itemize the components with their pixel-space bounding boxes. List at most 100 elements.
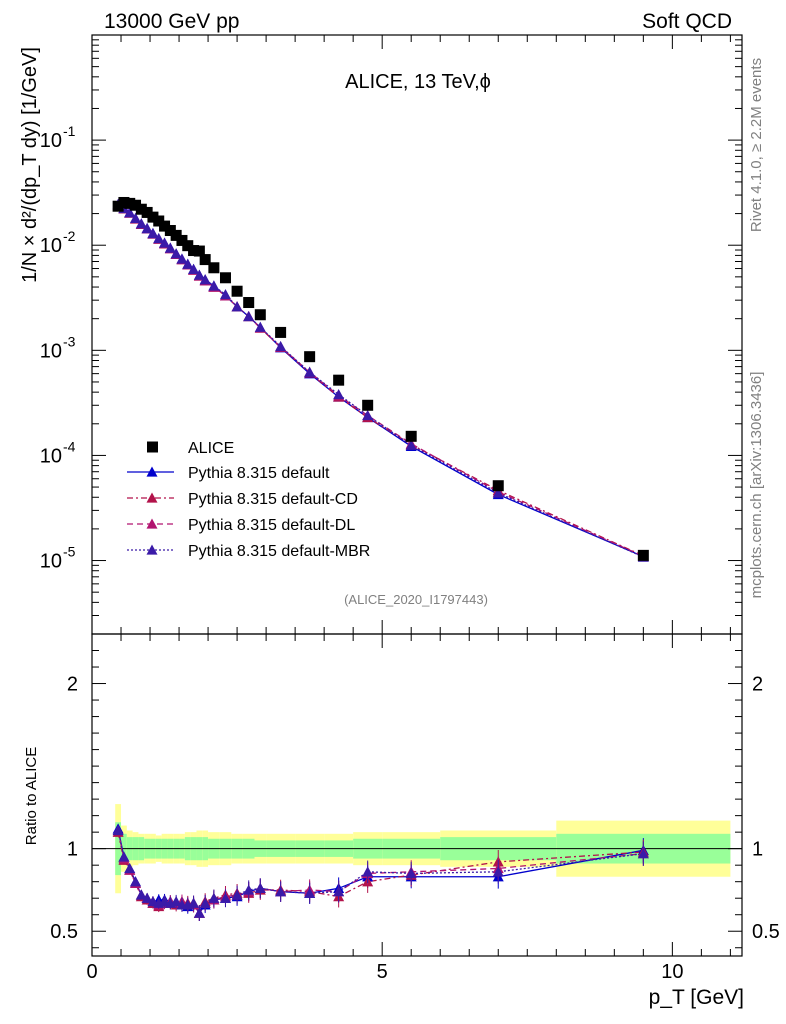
data-point [492,480,504,492]
series-point [208,280,220,291]
y-tick-exponent: -4 [63,438,76,454]
data-point [188,245,200,257]
data-point [362,399,374,411]
data-point [141,206,153,218]
data-point [153,215,165,227]
ratio-point [199,897,211,908]
y-tick-label: 10 [40,340,62,362]
data-point [304,351,316,363]
data-point [243,297,255,309]
y-tick-exponent: -1 [63,123,76,139]
analysis-id: (ALICE_2020_I1797443) [344,592,488,607]
data-point [208,262,220,274]
x-axis-label: p_T [GeV] [649,986,744,1009]
ratio-y-axis-label: Ratio to ALICE [23,747,40,845]
ratio-point [637,848,649,859]
ratio-point [333,886,345,897]
ratio-point [275,886,287,897]
series-point [188,263,200,274]
data-point [182,240,194,252]
ratio-point [219,892,231,903]
series-point [362,409,374,421]
data-point [254,309,266,321]
legend-marker [146,518,158,529]
ratio-point [130,876,142,887]
legend-marker [146,544,158,555]
ratio-point [193,907,205,918]
ratio-point [112,825,124,836]
y-tick-exponent: -3 [63,333,76,349]
series-point [243,310,255,322]
chart-title: ALICE, 13 TeV,ϕ [345,71,491,93]
series-point [193,269,205,280]
series-point [304,366,316,377]
legend-label: Pythia 8.315 default-CD [188,491,358,508]
data-point [176,234,188,246]
x-tick-label: 0 [86,961,97,983]
legend: ALICE Pythia 8.315 default Pythia 8.315 de… [127,440,370,560]
y-tick-label: 10 [40,445,62,467]
data-point [130,199,142,211]
series-point [219,288,231,300]
x-tick-label: 10 [661,961,683,983]
ratio-point [243,884,255,895]
ratio-point [135,889,147,900]
series-point [164,242,176,253]
ratio-tick-label-right: 2 [752,674,763,696]
y-axis-label: 1/N × d²/(dp_T dy) [1/GeV] [19,47,41,283]
ratio-tick-label: 1 [67,839,78,861]
series-point [130,212,142,224]
series-point [159,237,171,248]
legend-label: Pythia 8.315 default [188,465,330,482]
mcplots-label: mcplots.cern.ch [arXiv:1306.3436] [748,372,765,599]
series-point [405,439,417,450]
data-point [170,229,182,241]
x-tick-label: 5 [377,961,388,983]
data-point [219,272,231,284]
series-point [492,487,504,498]
legend-marker [147,441,158,453]
legend-marker [146,492,158,503]
data-point [199,254,211,266]
ratio-point [304,887,316,898]
y-tick-exponent: -5 [63,544,76,560]
y-tick-exponent: -2 [63,228,76,244]
data-point [112,200,124,212]
data-point [275,326,287,338]
series-point [147,228,159,239]
ratio-tick-label: 0.5 [50,921,78,943]
series-point [124,207,136,218]
data-point [333,374,345,386]
legend-label: Pythia 8.315 default-MBR [188,543,370,560]
y-tick-label: 10 [40,235,62,257]
data-point [147,211,159,223]
series-point [141,223,153,234]
series-point [182,258,194,269]
data-point [135,203,147,215]
ratio-tick-label-right: 0.5 [752,921,780,943]
series-point [254,321,266,332]
ratio-point [254,882,266,893]
series-point [170,248,182,259]
ratio-point [405,867,417,879]
data-point [124,197,136,209]
ratio-point [141,892,153,903]
y-tick-label: 10 [40,130,62,152]
series-point [231,301,243,312]
data-point [193,245,205,257]
series-point [176,253,188,264]
data-point [159,220,171,232]
ratio-point [231,889,243,900]
data-point [637,549,649,561]
data-point [164,225,176,237]
legend-label: ALICE [188,440,234,457]
series-point [199,274,211,285]
data-marks [112,196,649,921]
ratio-point [118,851,130,862]
rivet-label: Rivet 4.1.0, ≥ 2.2M events [748,58,765,232]
ratio-tick-label-right: 1 [752,839,763,861]
data-point [231,285,243,297]
ratio-point [362,866,374,877]
